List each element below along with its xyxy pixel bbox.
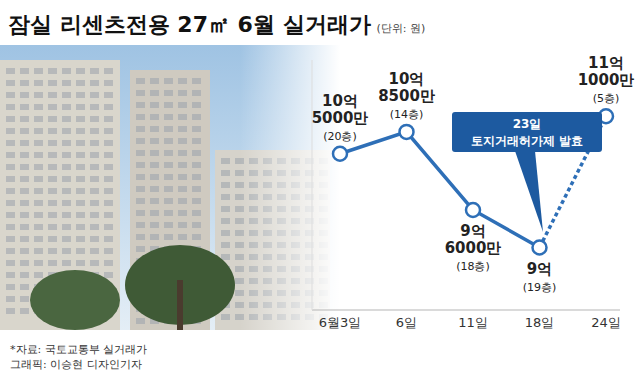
html-text:잠실 리센츠전용 27㎡ 6월 실거래가 (단위: 원): 잠실 리센츠전용 27㎡ 6월 실거래가 (단위: 원) — [8, 12, 426, 37]
svg-text:1000만: 1000만 — [578, 71, 635, 89]
svg-text:(19층): (19층) — [523, 281, 557, 294]
html-text:*자료: 국토교통부 실거래가: *자료: 국토교통부 실거래가 — [10, 343, 148, 356]
svg-text:10억: 10억 — [389, 70, 425, 88]
svg-text:23일: 23일 — [513, 117, 542, 131]
svg-text:6일: 6일 — [396, 315, 417, 330]
svg-text:8500만: 8500만 — [378, 87, 435, 105]
svg-text:9억: 9억 — [460, 222, 485, 240]
svg-text:(18층): (18층) — [456, 260, 490, 273]
svg-text:(14층): (14층) — [390, 108, 424, 121]
html-text:그래픽: 이승현 디자인기자: 그래픽: 이승현 디자인기자 — [10, 358, 142, 371]
svg-text:9억: 9억 — [527, 260, 552, 278]
svg-text:(5층): (5층) — [593, 92, 620, 105]
svg-text:6월3일: 6월3일 — [319, 315, 362, 330]
svg-text:11일: 11일 — [458, 315, 488, 330]
svg-text:(20층): (20층) — [323, 130, 357, 143]
svg-text:24일: 24일 — [591, 315, 621, 330]
svg-text:토지거래허가제 발효: 토지거래허가제 발효 — [471, 134, 583, 148]
svg-text:11억: 11억 — [588, 54, 624, 72]
svg-text:10억: 10억 — [322, 92, 358, 110]
svg-text:5000만: 5000만 — [312, 109, 369, 127]
svg-text:6000만: 6000만 — [445, 239, 502, 257]
svg-text:18일: 18일 — [525, 315, 555, 330]
